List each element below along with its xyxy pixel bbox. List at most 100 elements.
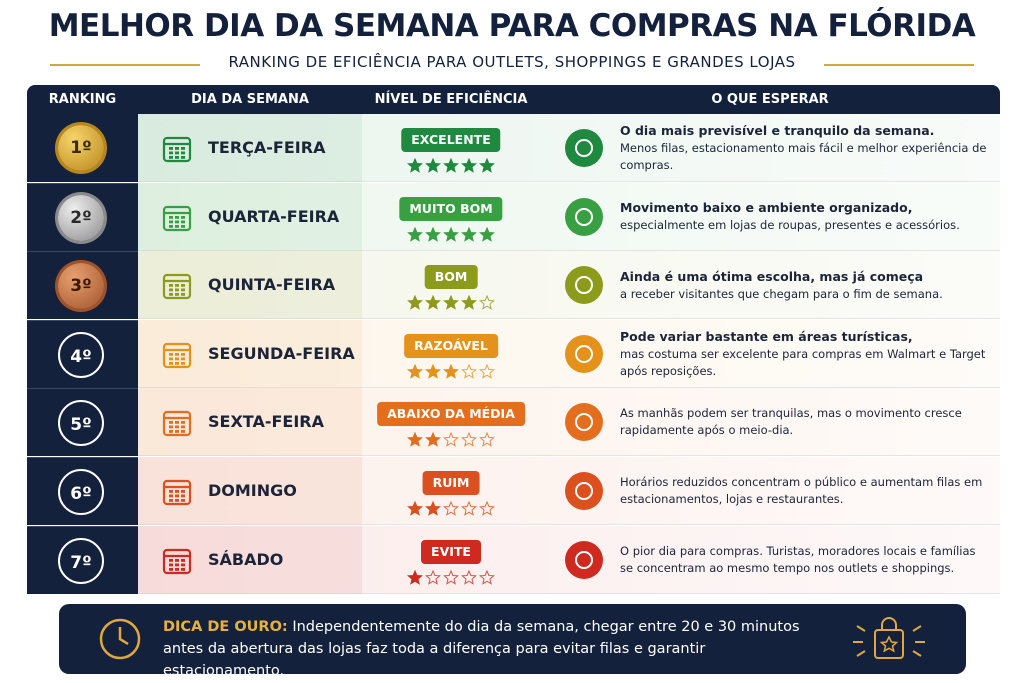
- star-filled: [407, 363, 423, 379]
- level-badge: EXCELENTE: [401, 128, 501, 152]
- table-row: 2º QUARTA-FEIRA MUITO BOM Movimento baixo e…: [27, 182, 1000, 251]
- rating: [407, 226, 495, 242]
- description-lead: O dia mais previsível e tranquilo da sem…: [620, 123, 935, 138]
- description-lead: Ainda é uma ótima escolha, mas já começa: [620, 268, 924, 284]
- star-filled: [407, 432, 423, 448]
- column-header: NÍVEL DE EFICIÊNCIA: [374, 92, 528, 107]
- calendar-dot: [175, 156, 179, 159]
- calendar-dot: [169, 220, 173, 223]
- calendar-dot: [175, 293, 179, 296]
- star-empty: [443, 432, 459, 448]
- calendar-dot: [181, 284, 185, 287]
- calendar-dot: [175, 288, 179, 292]
- calendar-dot: [175, 215, 179, 219]
- description: As manhãs podem ser tranquilas, mas o mo…: [620, 405, 990, 439]
- calendar-dot: [175, 220, 179, 223]
- calendar-dot: [175, 425, 179, 429]
- tip-box: DICA DE OURO: Independentemente do dia d…: [59, 604, 966, 679]
- day-name: SÁBADO: [208, 549, 284, 569]
- calendar-dot: [181, 151, 185, 155]
- calendar-dot: [175, 361, 179, 365]
- day-cell: QUARTA-FEIRA: [138, 182, 362, 251]
- day-cell: SEXTA-FEIRA: [138, 388, 362, 457]
- day-name: QUARTA-FEIRA: [208, 206, 340, 226]
- star-empty: [425, 569, 441, 585]
- star-empty: [479, 501, 495, 516]
- calendar-icon: [162, 136, 192, 163]
- rank-badge: 1º: [58, 125, 104, 171]
- rank-cell: 2º: [27, 182, 138, 251]
- level-badge: BOM: [424, 265, 478, 290]
- calendar-dot: [181, 220, 185, 223]
- calendar-dot: [175, 224, 179, 228]
- description-text: Menos filas, estacionamento mais fácil e…: [620, 141, 987, 172]
- star-filled: [443, 158, 459, 173]
- rank-cell: 4º: [27, 319, 138, 388]
- calendar-dot: [169, 430, 173, 434]
- table-row: 6º DOMINGO RUIM Horários reduzidos concentr…: [27, 457, 1000, 525]
- icon-glyph: [575, 413, 593, 432]
- calendar-dot: [169, 494, 173, 498]
- calendar-dot: [169, 421, 173, 425]
- rank-badge: 6º: [58, 469, 104, 515]
- calendar-dot: [181, 357, 185, 361]
- calendar-icon: [162, 342, 192, 368]
- icon-glyph: [575, 276, 593, 295]
- rule: [824, 64, 974, 66]
- calendar-frame: [162, 479, 192, 506]
- calendar-dot: [181, 563, 185, 566]
- star-filled: [443, 226, 459, 242]
- rank-cell: 6º: [27, 457, 138, 525]
- calendar-dot: [175, 151, 179, 155]
- star-empty: [443, 501, 459, 516]
- icon-glyph: [575, 550, 593, 569]
- calendar-dot: [175, 352, 179, 356]
- column-header: O QUE ESPERAR: [711, 92, 829, 107]
- calendar-frame: [162, 342, 192, 368]
- icon-glyph: [575, 139, 593, 157]
- clock-icon: [99, 618, 141, 660]
- day-cell: DOMINGO: [138, 457, 362, 525]
- calendar-dot: [175, 563, 179, 566]
- calendar-dot: [169, 352, 173, 356]
- rating: [407, 158, 495, 173]
- calendar-dot: [169, 499, 173, 502]
- day-name: TERÇA-FEIRA: [208, 138, 326, 157]
- tip: DICA DE OURO: Independentemente do dia d…: [163, 616, 823, 682]
- star-empty: [479, 295, 495, 310]
- rank-badge: 2º: [58, 194, 104, 241]
- calendar-dot: [169, 156, 173, 159]
- calendar-dot: [169, 224, 173, 228]
- table-row: 5º SEXTA-FEIRA ABAIXO DA MÉDIA As manhãs po…: [27, 388, 1000, 457]
- calendar-dot: [181, 425, 185, 429]
- description: Pode variar bastante em áreas turísticas…: [620, 328, 990, 380]
- calendar-frame: [162, 136, 192, 163]
- calendar-dot: [181, 558, 185, 562]
- calendar-dot: [175, 284, 179, 287]
- calendar-dot: [181, 288, 185, 292]
- rule: [50, 64, 200, 66]
- icon-circle: [565, 129, 603, 167]
- icon-glyph: [575, 482, 593, 500]
- description-lead: Pode variar bastante em áreas turísticas…: [620, 328, 913, 344]
- calendar-dot: [181, 224, 185, 228]
- calendar-frame: [162, 205, 192, 231]
- calendar-dot: [181, 490, 185, 493]
- day-cell: QUINTA-FEIRA: [138, 251, 362, 320]
- rank-cell: 3º: [27, 251, 138, 320]
- star-empty: [461, 432, 477, 448]
- star-filled: [443, 363, 459, 379]
- calendar-frame: [162, 411, 192, 437]
- table-row: 1º TERÇA-FEIRA EXCELENTE O dia mais previsí…: [27, 114, 1000, 182]
- level-badge: MUITO BOM: [399, 196, 503, 221]
- day-name: QUINTA-FEIRA: [208, 275, 336, 295]
- calendar-dot: [169, 215, 173, 219]
- description-text: especialmente em lojas de roupas, presen…: [620, 218, 960, 233]
- level-badge: ABAIXO DA MÉDIA: [377, 402, 525, 427]
- calendar-icon: [162, 548, 192, 574]
- rank-badge: 5º: [58, 400, 104, 447]
- level-badge: EVITE: [421, 539, 481, 564]
- calendar-dot: [169, 147, 173, 150]
- star-filled: [461, 158, 477, 173]
- calendar-dot: [181, 293, 185, 296]
